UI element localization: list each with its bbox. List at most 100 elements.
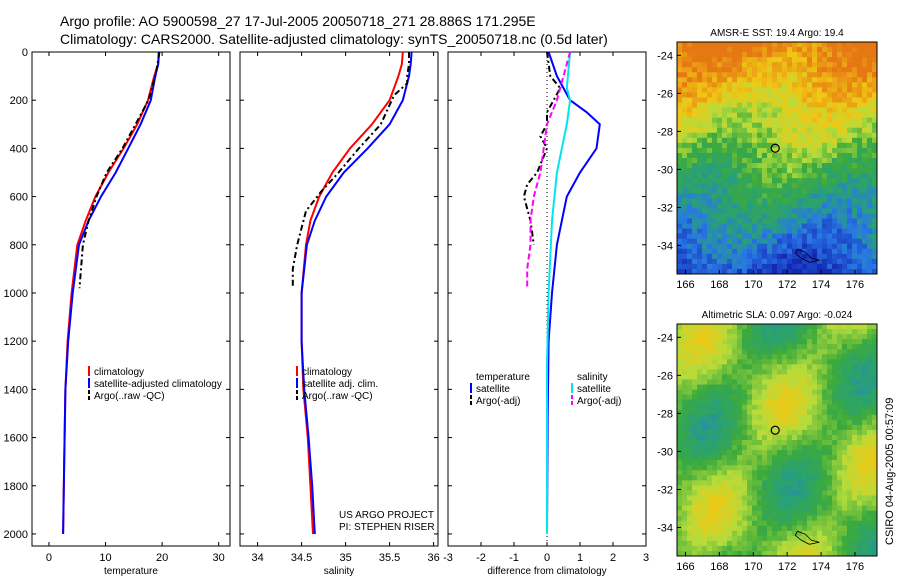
- map-cell: [707, 203, 713, 209]
- map-cell: [822, 535, 828, 542]
- map-cell: [782, 57, 788, 63]
- map-cell: [817, 409, 823, 416]
- map-cell: [827, 117, 833, 124]
- map-cell: [782, 414, 788, 421]
- map-cell: [707, 132, 713, 139]
- map-cell: [782, 515, 788, 522]
- map-cell: [762, 107, 768, 114]
- map-cell: [782, 188, 788, 194]
- map-cell: [697, 510, 703, 517]
- map-cell: [857, 228, 863, 235]
- map-cell: [782, 152, 788, 159]
- map-cell: [777, 152, 783, 159]
- map-cell: [792, 545, 798, 552]
- map-cell: [717, 178, 723, 184]
- map-cell: [792, 77, 798, 83]
- map-cell: [837, 419, 843, 426]
- map-cell: [697, 535, 703, 542]
- annotation: US ARGO PROJECT: [339, 510, 434, 521]
- map-cell: [812, 334, 818, 340]
- map-cell: [677, 198, 683, 204]
- map-cell: [842, 369, 848, 375]
- map-cell: [762, 87, 768, 93]
- map-cell: [842, 183, 848, 189]
- map-cell: [867, 163, 873, 169]
- map-cell: [757, 248, 763, 255]
- map-cell: [792, 178, 798, 184]
- map-cell: [807, 258, 813, 265]
- map-cell: [867, 445, 873, 451]
- map-cell: [847, 505, 853, 512]
- map-cell: [827, 510, 833, 517]
- map-cell: [787, 173, 793, 179]
- map-cell: [832, 208, 838, 214]
- map-cell: [872, 57, 878, 63]
- map-cell: [687, 520, 693, 527]
- map-cell: [812, 183, 818, 189]
- map-cell: [767, 505, 773, 512]
- map-cell: [737, 394, 743, 401]
- map-cell: [752, 82, 758, 88]
- map-cell: [737, 107, 743, 114]
- map-cell: [717, 137, 723, 144]
- map-cell: [857, 178, 863, 184]
- map-cell: [737, 339, 743, 345]
- map-cell: [797, 137, 803, 144]
- map-cell: [702, 445, 708, 451]
- map-cell: [682, 142, 688, 149]
- map-cell: [682, 188, 688, 194]
- map-cell: [817, 188, 823, 194]
- map-cell: [807, 545, 813, 552]
- map-cell: [757, 208, 763, 214]
- map-cell: [717, 545, 723, 552]
- map-cell: [862, 379, 868, 385]
- map-cell: [797, 163, 803, 169]
- map-cell: [852, 228, 858, 235]
- map-cell: [707, 117, 713, 124]
- map-cell: [812, 379, 818, 385]
- map-cell: [687, 67, 693, 73]
- map-cell: [847, 349, 853, 355]
- map-cell: [732, 87, 738, 93]
- map-cell: [682, 137, 688, 144]
- map-cell: [777, 97, 783, 103]
- map-cell: [707, 475, 713, 481]
- map-cell: [817, 67, 823, 73]
- map-cell: [737, 445, 743, 451]
- map-cell: [712, 540, 718, 547]
- map-cell: [792, 535, 798, 542]
- map-cell: [812, 505, 818, 512]
- x-tick-label: 176: [846, 279, 864, 291]
- map-cell: [737, 168, 743, 174]
- map-cell: [812, 82, 818, 88]
- map-cell: [812, 137, 818, 144]
- map-cell: [772, 369, 778, 375]
- map-cell: [862, 450, 868, 456]
- map-cell: [832, 429, 838, 436]
- map-cell: [832, 223, 838, 230]
- map-cell: [747, 62, 753, 68]
- map-cell: [832, 465, 838, 471]
- map-cell: [732, 102, 738, 108]
- map-cell: [717, 223, 723, 230]
- map-cell: [737, 142, 743, 149]
- map-cell: [822, 92, 828, 98]
- map-cell: [732, 429, 738, 436]
- map-cell: [687, 127, 693, 134]
- map-cell: [727, 117, 733, 124]
- map-cell: [702, 540, 708, 547]
- map-cell: [827, 188, 833, 194]
- map-cell: [707, 545, 713, 552]
- map-cell: [832, 253, 838, 260]
- map-cell: [817, 97, 823, 103]
- map-cell: [862, 268, 868, 275]
- map-cell: [787, 253, 793, 260]
- map-cell: [872, 399, 878, 406]
- map-cell: [777, 67, 783, 73]
- map-cell: [747, 434, 753, 441]
- map-cell: [757, 42, 763, 48]
- map-cell: [682, 158, 688, 164]
- map-cell: [697, 419, 703, 426]
- map-cell: [797, 208, 803, 214]
- x-tick-label: 3: [643, 552, 649, 564]
